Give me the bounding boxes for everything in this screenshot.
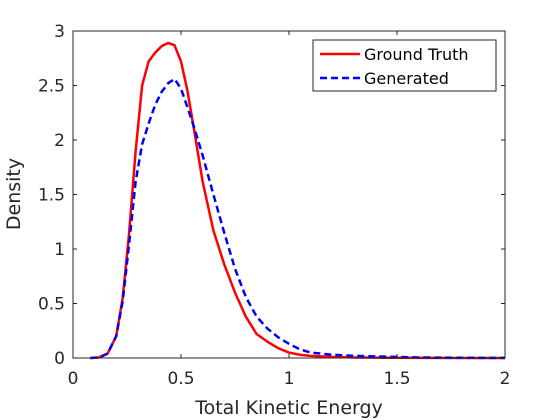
legend-box bbox=[312, 39, 497, 92]
y-tick-label: 0 bbox=[54, 349, 65, 369]
y-tick-label: 1.5 bbox=[38, 186, 65, 206]
y-tick-label: 2 bbox=[54, 131, 65, 151]
legend-label-ground-truth: Ground Truth bbox=[364, 45, 469, 64]
x-tick-label: 0 bbox=[68, 369, 79, 389]
series-line-ground-truth bbox=[90, 41, 505, 360]
y-tick-label: 0.5 bbox=[38, 295, 65, 315]
x-tick-label: 1.5 bbox=[383, 369, 410, 389]
x-tick-label: 1 bbox=[284, 369, 295, 389]
tick-layer: 0 0.5 1 1.5 2 0 0.5 1 1.5 2 2.5 3 bbox=[38, 22, 510, 389]
y-tick-label: 3 bbox=[54, 22, 65, 42]
y-tick-label: 2.5 bbox=[38, 77, 65, 97]
legend-label-generated: Generated bbox=[364, 69, 449, 88]
x-tick-label: 2 bbox=[500, 369, 511, 389]
y-tick-label: 1 bbox=[54, 240, 65, 260]
x-tick-label: 0.5 bbox=[167, 369, 194, 389]
legend: Ground Truth Generated bbox=[312, 39, 497, 92]
y-axis-label: Density bbox=[3, 158, 25, 230]
x-axis-label: Total Kinetic Energy bbox=[194, 397, 383, 419]
series-line-generated bbox=[90, 77, 506, 360]
series-layer bbox=[90, 41, 506, 360]
